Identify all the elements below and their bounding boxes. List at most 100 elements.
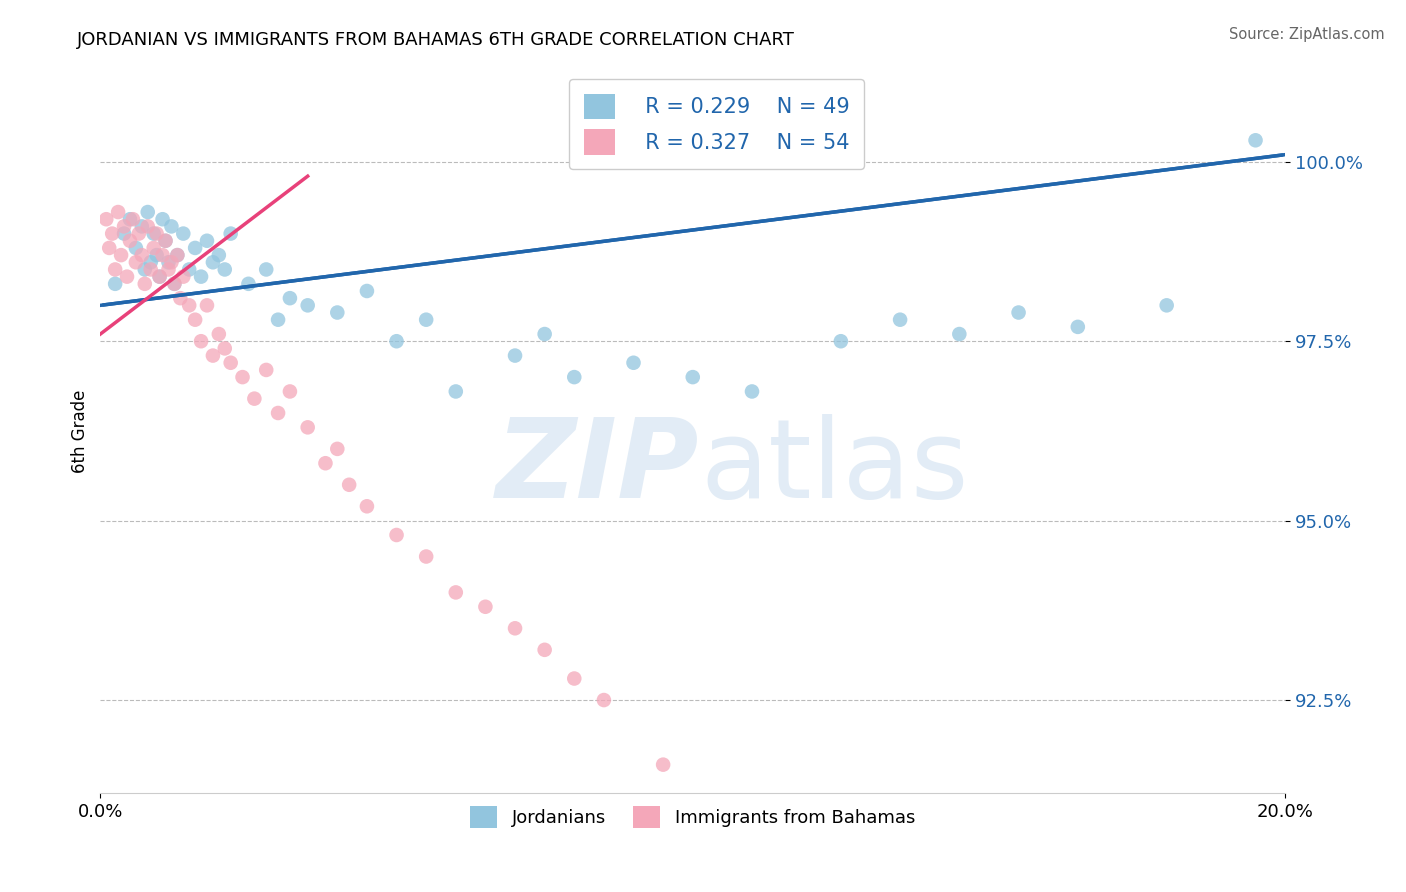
Point [214, 342, 236, 356]
Point [562, 672, 585, 686]
Point [208, 326, 231, 341]
Point [356, 500, 378, 514]
Point [118, 212, 141, 227]
Point [503, 621, 526, 635]
Point [503, 349, 526, 363]
Point [254, 363, 277, 377]
Point [101, 227, 124, 241]
Point [163, 277, 186, 291]
Point [172, 227, 194, 241]
Point [110, 248, 132, 262]
Point [267, 312, 290, 326]
Point [201, 255, 224, 269]
Point [134, 277, 156, 291]
Point [1156, 298, 1178, 312]
Point [179, 262, 201, 277]
Point [314, 456, 336, 470]
Point [149, 269, 172, 284]
Point [533, 326, 555, 341]
Point [297, 420, 319, 434]
Point [243, 392, 266, 406]
Point [297, 298, 319, 312]
Point [98, 241, 121, 255]
Point [415, 312, 437, 326]
Point [96, 212, 118, 227]
Point [152, 212, 174, 227]
Point [278, 384, 301, 399]
Point [385, 528, 408, 542]
Point [157, 262, 180, 277]
Point [889, 312, 911, 326]
Point [145, 248, 167, 262]
Point [385, 334, 408, 349]
Point [142, 241, 165, 255]
Point [166, 248, 188, 262]
Point [139, 262, 162, 277]
Point [179, 298, 201, 312]
Point [131, 248, 153, 262]
Point [444, 585, 467, 599]
Point [190, 334, 212, 349]
Point [145, 227, 167, 241]
Point [139, 255, 162, 269]
Point [149, 269, 172, 284]
Point [254, 262, 277, 277]
Point [201, 349, 224, 363]
Point [134, 262, 156, 277]
Point [562, 370, 585, 384]
Point [195, 234, 218, 248]
Point [125, 241, 148, 255]
Point [184, 312, 207, 326]
Point [166, 248, 188, 262]
Point [830, 334, 852, 349]
Point [682, 370, 704, 384]
Point [1244, 133, 1267, 147]
Point [122, 212, 145, 227]
Text: JORDANIAN VS IMMIGRANTS FROM BAHAMAS 6TH GRADE CORRELATION CHART: JORDANIAN VS IMMIGRANTS FROM BAHAMAS 6TH… [77, 31, 796, 49]
Point [533, 642, 555, 657]
Point [356, 284, 378, 298]
Point [267, 406, 290, 420]
Point [741, 384, 763, 399]
Point [415, 549, 437, 564]
Point [326, 305, 349, 319]
Point [652, 757, 675, 772]
Point [219, 227, 242, 241]
Point [104, 262, 127, 277]
Point [160, 219, 183, 234]
Point [231, 370, 253, 384]
Point [169, 291, 191, 305]
Point [128, 227, 150, 241]
Point [125, 255, 148, 269]
Point [160, 255, 183, 269]
Point [1007, 305, 1029, 319]
Point [131, 219, 153, 234]
Point [136, 219, 159, 234]
Point [157, 255, 180, 269]
Point [278, 291, 301, 305]
Point [593, 693, 616, 707]
Point [474, 599, 496, 614]
Point [136, 205, 159, 219]
Point [142, 227, 165, 241]
Point [219, 356, 242, 370]
Point [337, 477, 360, 491]
Point [238, 277, 260, 291]
Point [214, 262, 236, 277]
Point [155, 234, 177, 248]
Point [112, 219, 135, 234]
Point [623, 356, 645, 370]
Point [208, 248, 231, 262]
Y-axis label: 6th Grade: 6th Grade [72, 389, 89, 473]
Point [163, 277, 186, 291]
Point [948, 326, 970, 341]
Point [112, 227, 135, 241]
Point [326, 442, 349, 456]
Point [184, 241, 207, 255]
Point [172, 269, 194, 284]
Text: Source: ZipAtlas.com: Source: ZipAtlas.com [1229, 27, 1385, 42]
Point [104, 277, 127, 291]
Point [1067, 319, 1090, 334]
Point [152, 248, 174, 262]
Point [195, 298, 218, 312]
